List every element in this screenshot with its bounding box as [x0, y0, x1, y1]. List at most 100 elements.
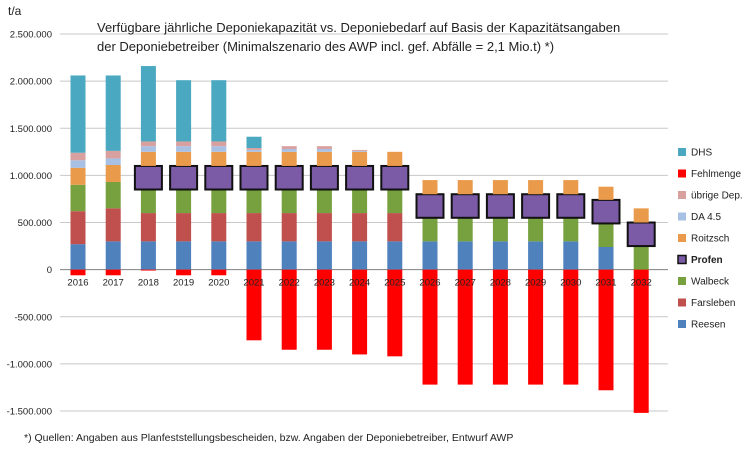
bar-roitzsch	[105, 165, 121, 182]
bar-reesen	[281, 241, 297, 270]
bar-farsleben	[352, 213, 368, 242]
bar-reesen	[422, 241, 438, 270]
bar-roitzsch	[176, 151, 192, 166]
bar-walbeck	[492, 217, 508, 242]
x-tick-label: 2029	[525, 278, 546, 289]
bar-dhs	[70, 75, 86, 153]
bar-fehlmenge	[422, 269, 438, 385]
y-tick-label: -500.000	[14, 312, 52, 323]
bar-profen	[485, 193, 515, 219]
bar-fehlmenge	[140, 269, 156, 271]
x-tick-label: 2025	[384, 278, 405, 289]
bar-fehlmenge	[70, 269, 86, 276]
legend-swatch	[678, 298, 686, 307]
legend-label: DA 4.5	[691, 212, 721, 223]
bar-walbeck	[70, 184, 86, 212]
bar--brige-dep-	[281, 146, 297, 149]
legend-label: Fehlmenge	[691, 169, 741, 180]
bar-reesen	[492, 241, 508, 270]
bar-roitzsch	[633, 208, 649, 223]
bar-walbeck	[528, 217, 544, 242]
bar-roitzsch	[281, 151, 297, 166]
legend-swatch	[678, 234, 686, 242]
bar-reesen	[246, 241, 262, 270]
bar-profen	[556, 193, 586, 219]
legend-label: Reesen	[691, 320, 725, 331]
bar-fehlmenge	[316, 269, 332, 350]
bar-reesen	[211, 241, 227, 270]
legend-swatch	[678, 169, 686, 178]
bar-farsleben	[316, 213, 332, 242]
bar-reesen	[70, 244, 86, 270]
bar-da-4-5	[352, 150, 368, 152]
bar-fehlmenge	[211, 269, 227, 276]
bar-profen	[133, 164, 163, 191]
legend-swatch	[678, 191, 686, 199]
legend-label: Roitzsch	[691, 234, 729, 245]
bar-da-4-5	[211, 146, 227, 152]
legend-label: übrige Dep.	[691, 191, 743, 202]
bar-profen	[380, 164, 410, 191]
bar-fehlmenge	[457, 269, 473, 385]
y-tick-label: 500.000	[18, 218, 52, 229]
bar-farsleben	[211, 213, 227, 242]
y-tick-label: 2.000.000	[10, 77, 52, 88]
legend-label: Farsleben	[691, 298, 735, 309]
legend-swatch	[678, 277, 686, 285]
bar-roitzsch	[211, 151, 227, 166]
bar-da-4-5	[105, 158, 121, 166]
chart-title-line-1: Verfügbare jährliche Deponiekapazität vs…	[97, 20, 620, 35]
bar-dhs	[176, 80, 192, 142]
legend-label: DHS	[691, 148, 712, 159]
bar-dhs	[105, 75, 121, 151]
bar-walbeck	[105, 181, 121, 209]
bar-reesen	[140, 241, 156, 270]
bar-da-4-5	[316, 148, 332, 152]
bar-farsleben	[246, 213, 262, 242]
legend-swatch	[678, 212, 686, 221]
bar--brige-dep-	[211, 141, 227, 147]
bar-fehlmenge	[563, 269, 579, 385]
y-tick-label: 2.500.000	[10, 30, 52, 41]
x-tick-label: 2023	[314, 278, 335, 289]
bar-reesen	[316, 241, 332, 270]
bar-fehlmenge	[281, 269, 297, 350]
bar-profen	[239, 164, 269, 191]
bar-reesen	[563, 241, 579, 270]
bar-profen	[450, 193, 480, 219]
bar-farsleben	[387, 213, 403, 242]
x-tick-label: 2032	[631, 278, 652, 289]
x-tick-label: 2020	[208, 278, 229, 289]
bar-reesen	[598, 247, 614, 270]
bar-dhs	[140, 66, 156, 142]
bar-reesen	[176, 241, 192, 270]
x-tick-label: 2017	[103, 278, 124, 289]
bar-farsleben	[105, 208, 121, 242]
x-tick-label: 2026	[419, 278, 440, 289]
bar-fehlmenge	[246, 269, 262, 341]
bar-fehlmenge	[176, 269, 192, 276]
bar-roitzsch	[387, 151, 403, 166]
bar-profen	[274, 164, 304, 191]
bar-dhs	[211, 80, 227, 142]
bar-profen	[169, 164, 199, 191]
bar-reesen	[528, 241, 544, 270]
bar-walbeck	[598, 223, 614, 248]
y-tick-label: 1.500.000	[10, 124, 52, 135]
bar-walbeck	[316, 189, 332, 214]
legend-label: Profen	[691, 255, 723, 266]
bar-fehlmenge	[352, 269, 368, 355]
bar-profen	[309, 164, 339, 191]
bar-profen	[626, 221, 656, 248]
bar-da-4-5	[176, 146, 192, 152]
bar-walbeck	[457, 217, 473, 242]
x-tick-label: 2018	[138, 278, 159, 289]
bar-fehlmenge	[598, 269, 614, 391]
bar-roitzsch	[70, 167, 86, 185]
bar-farsleben	[140, 213, 156, 242]
bar-walbeck	[246, 189, 262, 214]
bar-profen	[415, 193, 445, 219]
y-tick-labels: 2.500.000 2.000.000 1.500.000 1.000.000 500.…	[7, 30, 52, 418]
bar-profen	[345, 164, 375, 191]
